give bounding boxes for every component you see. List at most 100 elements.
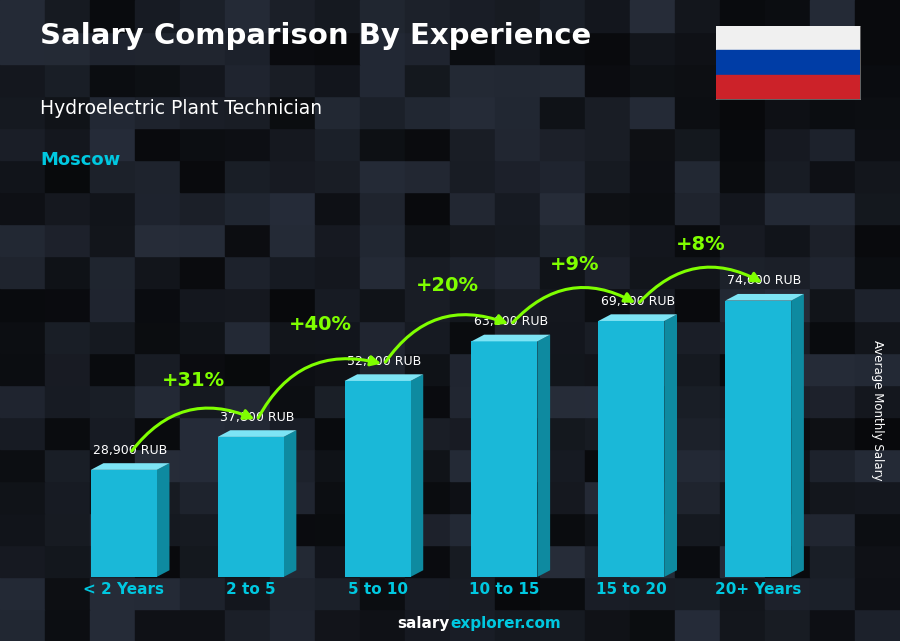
- Bar: [585, 513, 630, 545]
- Bar: [585, 385, 630, 417]
- Bar: [855, 609, 900, 641]
- Bar: [315, 449, 360, 481]
- Bar: [630, 320, 675, 353]
- Bar: [270, 160, 315, 192]
- Bar: [180, 609, 225, 641]
- Bar: [225, 513, 270, 545]
- Bar: [855, 0, 900, 32]
- Bar: [765, 513, 810, 545]
- Bar: [450, 481, 495, 513]
- Text: 28,900 RUB: 28,900 RUB: [93, 444, 167, 456]
- Bar: [315, 577, 360, 609]
- Bar: [315, 385, 360, 417]
- Bar: [450, 96, 495, 128]
- Bar: [90, 0, 135, 32]
- Bar: [765, 353, 810, 385]
- Bar: [360, 609, 405, 641]
- Bar: [720, 256, 765, 288]
- Polygon shape: [91, 470, 157, 577]
- Text: +8%: +8%: [676, 235, 726, 254]
- Bar: [585, 449, 630, 481]
- Bar: [716, 50, 859, 75]
- Bar: [855, 256, 900, 288]
- Text: 52,900 RUB: 52,900 RUB: [346, 354, 421, 368]
- Bar: [540, 609, 585, 641]
- Bar: [855, 513, 900, 545]
- Bar: [0, 513, 45, 545]
- Polygon shape: [791, 294, 804, 577]
- Bar: [405, 545, 450, 577]
- Bar: [45, 288, 90, 320]
- Bar: [855, 417, 900, 449]
- Polygon shape: [284, 430, 296, 577]
- Bar: [270, 96, 315, 128]
- Bar: [45, 256, 90, 288]
- Bar: [585, 224, 630, 256]
- Bar: [45, 513, 90, 545]
- Bar: [225, 320, 270, 353]
- Bar: [225, 417, 270, 449]
- Bar: [180, 64, 225, 96]
- Bar: [450, 192, 495, 224]
- Bar: [495, 224, 540, 256]
- Bar: [135, 32, 180, 64]
- Bar: [0, 353, 45, 385]
- Bar: [135, 320, 180, 353]
- Bar: [810, 224, 855, 256]
- Polygon shape: [345, 374, 423, 381]
- Bar: [630, 545, 675, 577]
- Bar: [675, 449, 720, 481]
- Bar: [450, 417, 495, 449]
- Bar: [90, 32, 135, 64]
- Text: 69,100 RUB: 69,100 RUB: [600, 295, 675, 308]
- Bar: [135, 385, 180, 417]
- Bar: [0, 256, 45, 288]
- Bar: [315, 417, 360, 449]
- Bar: [45, 353, 90, 385]
- Bar: [630, 513, 675, 545]
- Bar: [225, 0, 270, 32]
- Bar: [765, 96, 810, 128]
- Bar: [630, 64, 675, 96]
- Bar: [45, 0, 90, 32]
- Bar: [0, 288, 45, 320]
- Bar: [630, 609, 675, 641]
- Bar: [180, 192, 225, 224]
- Bar: [585, 609, 630, 641]
- Bar: [585, 0, 630, 32]
- Bar: [315, 0, 360, 32]
- Bar: [315, 513, 360, 545]
- Bar: [855, 64, 900, 96]
- Bar: [675, 256, 720, 288]
- Bar: [405, 353, 450, 385]
- Bar: [405, 417, 450, 449]
- Bar: [45, 577, 90, 609]
- Bar: [765, 288, 810, 320]
- Polygon shape: [472, 335, 550, 342]
- Bar: [855, 160, 900, 192]
- Bar: [540, 160, 585, 192]
- Bar: [720, 385, 765, 417]
- Bar: [765, 224, 810, 256]
- Bar: [90, 96, 135, 128]
- Bar: [315, 320, 360, 353]
- Bar: [810, 545, 855, 577]
- Bar: [405, 96, 450, 128]
- Bar: [810, 513, 855, 545]
- Bar: [675, 0, 720, 32]
- Bar: [585, 545, 630, 577]
- Bar: [180, 353, 225, 385]
- Bar: [540, 320, 585, 353]
- Bar: [540, 192, 585, 224]
- Bar: [270, 288, 315, 320]
- Bar: [360, 96, 405, 128]
- Bar: [270, 385, 315, 417]
- Bar: [270, 609, 315, 641]
- Bar: [495, 481, 540, 513]
- Bar: [540, 288, 585, 320]
- Bar: [765, 192, 810, 224]
- Bar: [180, 256, 225, 288]
- Bar: [810, 449, 855, 481]
- Bar: [0, 385, 45, 417]
- Bar: [810, 320, 855, 353]
